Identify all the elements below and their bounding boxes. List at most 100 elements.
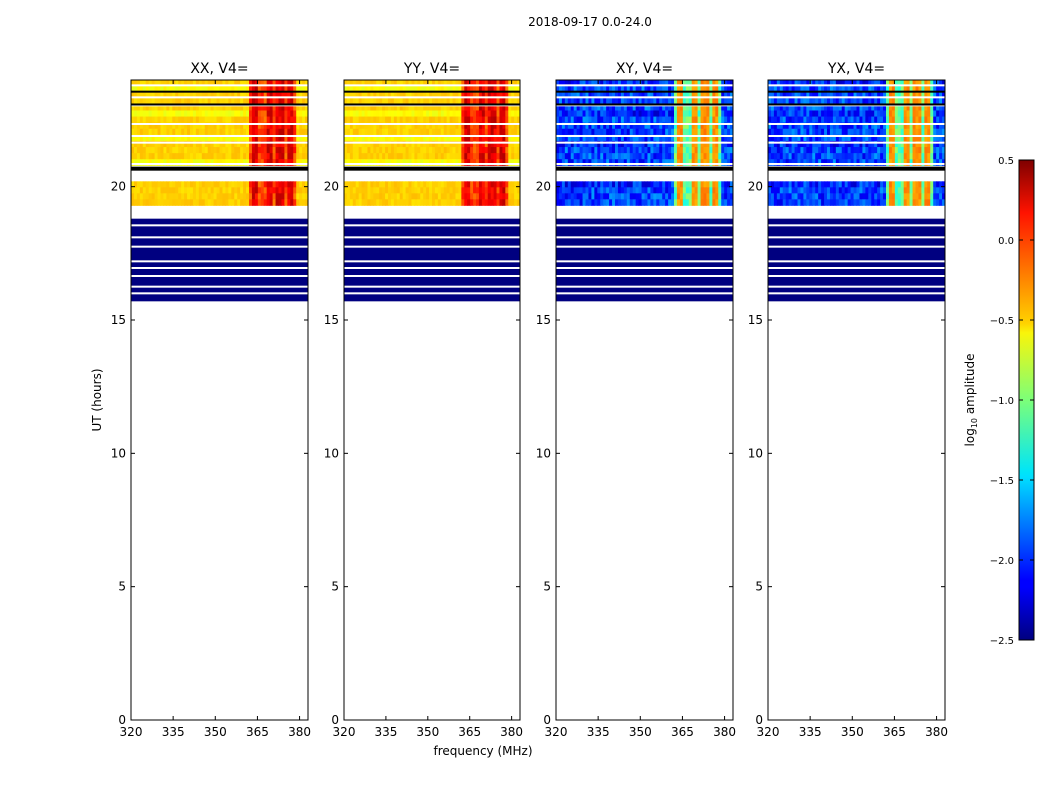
colorbar-label: log10 amplitude [963,354,979,447]
heatmap-cell-b1-r2-c52 [921,193,925,200]
heatmap-cell-b2-r2-c25 [841,92,846,99]
heatmap-cell-b2-r1-c43 [682,86,687,93]
heatmap-cell-b2-r11-c7 [364,147,368,154]
heatmap-cell-b2-r3-c30 [219,98,223,105]
heatmap-cell-b2-r6-c27 [210,116,215,124]
gap-line-6 [768,163,945,165]
heatmap-cell-b2-r11-c59 [730,147,733,154]
heatmap-cell-b2-r9-c48 [697,134,702,142]
heatmap-cell-b2-r11-c9 [370,147,374,154]
heatmap-cell-b2-r12-c12 [803,153,807,160]
heatmap-cell-b1-r3-c59 [942,199,945,206]
heatmap-cell-b1-r0-c4 [142,181,147,188]
heatmap-cell-b2-r1-c27 [847,86,852,93]
heatmap-cell-b2-r0-c39 [458,80,462,87]
heatmap-cell-b2-r13-c41 [464,159,468,166]
heatmap-cell-b2-r10-c57 [511,140,515,148]
heatmap-cell-b1-r1-c31 [647,187,651,194]
heatmap-cell-b2-r2-c5 [570,92,575,99]
heatmap-cell-b2-r7-c36 [874,122,878,130]
heatmap-cell-b1-r1-c48 [697,187,702,194]
heatmap-cell-b2-r6-c27 [847,116,852,124]
heatmap-cell-b2-r7-c6 [361,122,366,130]
heatmap-cell-b1-r2-c4 [142,193,147,200]
heatmap-cell-b1-r2-c4 [355,193,360,200]
heatmap-cell-b2-r12-c40 [461,153,465,160]
heatmap-cell-b2-r3-c32 [862,98,866,105]
heatmap-cell-b2-r2-c50 [278,92,282,99]
heatmap-cell-b2-r9-c59 [942,134,945,142]
heatmap-cell-b2-r10-c17 [606,140,610,148]
heatmap-cell-b2-r6-c2 [136,116,141,124]
heatmap-cell-b1-r1-c45 [263,187,268,194]
heatmap-cell-b1-r3-c28 [850,199,855,206]
heatmap-cell-b2-r2-c9 [582,92,586,99]
heatmap-cell-b2-r1-c53 [499,86,503,93]
heatmap-cell-b2-r10-c23 [198,140,203,148]
heatmap-cell-b1-r1-c36 [237,187,241,194]
heatmap-cell-b2-r1-c9 [794,86,798,93]
heatmap-cell-b2-r6-c6 [361,116,366,124]
heatmap-cell-b2-r13-c13 [169,159,173,166]
heatmap-cell-b1-r0-c39 [883,181,887,188]
heatmap-cell-b1-r2-c7 [364,193,368,200]
heatmap-cell-b2-r0-c2 [773,80,778,87]
heatmap-cell-b2-r12-c58 [302,153,306,160]
heatmap-cell-b2-r11-c38 [880,147,884,154]
heatmap-cell-b2-r1-c28 [213,86,218,93]
heatmap-cell-b2-r6-c49 [275,116,279,124]
heatmap-cell-b1-r3-c55 [505,199,509,206]
heatmap-cell-b2-r7-c28 [638,122,643,130]
heatmap-cell-b1-r0-c36 [449,181,454,188]
heatmap-cell-b2-r12-c24 [201,153,206,160]
heatmap-cell-b1-r0-c21 [192,181,197,188]
heatmap-cell-b2-r3-c20 [615,98,619,105]
heatmap-cell-b2-r10-c47 [906,140,911,148]
heatmap-cell-b2-r9-c8 [154,134,159,142]
heatmap-cell-b2-r2-c8 [579,92,584,99]
heatmap-cell-b2-r9-c23 [411,134,415,142]
heatmap-cell-b1-r3-c52 [709,199,713,206]
heatmap-cell-b2-r0-c24 [838,80,843,87]
heatmap-cell-b2-r11-c52 [284,147,288,154]
heatmap-cell-b2-r7-c7 [576,122,581,130]
heatmap-cell-b2-r13-c3 [564,159,569,166]
heatmap-cell-b2-r7-c27 [847,122,852,130]
heatmap-cell-b2-r3-c22 [408,98,412,105]
heatmap-cell-b2-r11-c18 [184,147,188,154]
heatmap-cell-b2-r4-c35 [871,104,875,111]
heatmap-cell-b2-r10-c55 [505,140,509,148]
heatmap-cell-b2-r12-c25 [629,153,634,160]
heatmap-cell-b2-r0-c35 [659,80,663,87]
heatmap-cell-b1-r3-c35 [871,199,875,206]
heatmap-cell-b2-r9-c46 [903,134,908,142]
heatmap-cell-b2-r8-c15 [600,128,604,136]
heatmap-cell-b1-r1-c25 [417,187,421,194]
y-tick-label-1-0: 0 [118,713,126,727]
heatmap-cell-b2-r5-c26 [844,110,849,118]
heatmap-cell-b2-r11-c57 [299,147,303,154]
heatmap-cell-b1-r3-c20 [190,199,194,206]
heatmap-cell-b2-r13-c11 [588,159,592,166]
heatmap-cell-b2-r5-c9 [794,110,798,118]
heatmap-cell-b2-r13-c36 [449,159,454,166]
heatmap-cell-b2-r13-c2 [349,159,354,166]
heatmap-cell-b2-r7-c37 [452,122,456,130]
heatmap-cell-b1-r0-c8 [579,181,584,188]
heatmap-cell-b2-r10-c36 [874,140,878,148]
heatmap-cell-b2-r11-c10 [373,147,377,154]
heatmap-cell-b1-r3-c20 [402,199,407,206]
heatmap-cell-b2-r10-c59 [517,140,520,148]
heatmap-cell-b2-r1-c31 [434,86,439,93]
heatmap-cell-b2-r13-c49 [275,159,279,166]
heatmap-cell-b1-r2-c57 [936,193,940,200]
heatmap-cell-b1-r1-c45 [688,187,693,194]
heatmap-cell-b2-r3-c30 [644,98,648,105]
heatmap-cell-b2-r5-c9 [370,110,374,118]
heatmap-cell-b1-r0-c45 [263,181,268,188]
heatmap-cell-b2-r3-c29 [641,98,645,105]
heatmap-cell-b2-r6-c18 [821,116,825,124]
heatmap-cell-b2-r6-c23 [835,116,840,124]
heatmap-cell-b2-r10-c3 [776,140,781,148]
heatmap-cell-b2-r12-c21 [829,153,834,160]
